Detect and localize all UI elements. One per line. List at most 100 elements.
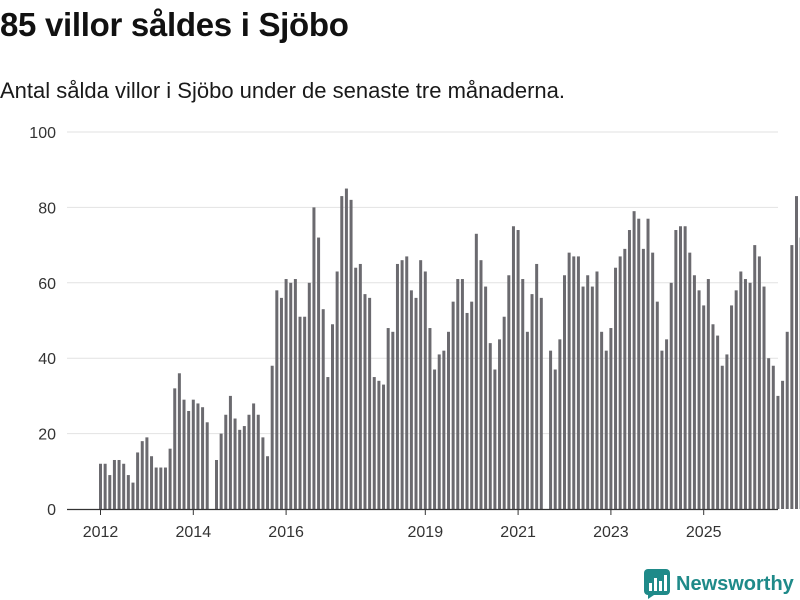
bar [196,403,200,509]
bar [567,252,571,509]
bar [563,275,566,509]
bar [530,294,534,509]
bar [651,252,655,509]
bar [711,324,715,509]
bar [437,354,441,509]
bar [112,459,116,509]
bar [405,256,409,509]
y-tick-label: 20 [38,427,56,444]
bar [428,328,432,509]
chart-subtitle: Antal sålda villor i Sjöbo under de sena… [0,78,566,103]
bar [688,252,692,509]
bar [590,286,594,509]
bar [470,301,474,509]
bar [757,256,761,509]
bar [215,459,218,509]
x-tick-label: 2014 [176,524,212,541]
bar [224,414,228,509]
bar [521,279,525,509]
newsworthy-brand[interactable]: Newsworthy [644,568,794,600]
bar [535,263,539,509]
bar [706,279,710,509]
bar [581,286,585,509]
bar [600,331,604,509]
bar [182,399,186,509]
bar [669,282,673,509]
bar [502,316,506,509]
bar [525,331,529,509]
bar [122,463,126,509]
bar [460,279,464,509]
bar [558,339,562,509]
bar [187,410,191,509]
bar [586,275,590,509]
x-tick-label: 2021 [500,524,536,541]
bar [163,467,167,509]
bar [498,339,502,509]
bar [419,260,423,509]
bar [795,196,798,509]
bar [201,407,205,509]
bar [493,369,497,509]
bar [256,414,260,509]
bar [317,237,321,509]
bar [474,233,478,510]
bar [242,426,246,509]
y-tick-label: 40 [38,351,56,368]
bar [99,463,102,509]
bar [108,475,112,509]
y-tick-label: 60 [38,276,56,293]
bar [665,339,669,509]
bar [679,226,682,509]
bar [154,467,158,509]
bar [516,230,520,509]
bar [720,365,724,509]
bar [391,331,395,509]
bar [762,286,766,509]
chart-title: 85 villor såldes i Sjöbo [0,6,349,43]
bar [632,211,636,510]
bar [539,297,543,509]
bar [753,245,757,509]
bar [386,328,390,509]
bar [372,377,376,509]
bar [785,331,789,509]
bar [354,267,358,509]
bar [159,467,163,509]
bar [279,297,283,509]
bar [641,248,645,509]
bar [488,343,492,509]
bar [771,365,775,509]
bar [739,271,743,509]
bar [293,279,297,509]
bar [275,290,279,509]
bar [692,275,696,509]
y-tick-label: 0 [47,502,56,519]
bar [697,290,701,509]
x-tick-label: 2016 [268,524,304,541]
bar [767,358,771,509]
bar [409,290,413,509]
bar [219,433,223,509]
bar [228,395,232,509]
bar [303,316,307,509]
bar [205,422,209,509]
bar [781,380,785,509]
bar [447,331,450,509]
bar [646,218,650,509]
bar [702,305,706,509]
bar [511,226,515,509]
newsworthy-logo-icon [644,569,670,599]
bar [331,324,334,509]
bar [126,475,130,509]
bar [660,350,664,509]
bar [465,312,469,509]
bar [604,350,608,509]
bar [734,290,738,509]
bar [451,301,455,509]
bar [252,403,256,509]
bar [395,263,399,509]
bar [456,279,460,509]
bar [131,482,135,509]
bar [289,282,293,509]
